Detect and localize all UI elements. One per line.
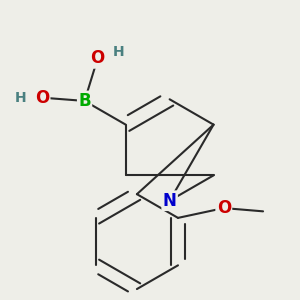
Text: O: O bbox=[217, 199, 231, 217]
Text: N: N bbox=[163, 192, 177, 210]
Text: B: B bbox=[78, 92, 91, 110]
Text: H: H bbox=[113, 45, 125, 59]
Text: O: O bbox=[35, 89, 49, 107]
Text: H: H bbox=[15, 91, 27, 105]
Text: O: O bbox=[91, 50, 105, 68]
